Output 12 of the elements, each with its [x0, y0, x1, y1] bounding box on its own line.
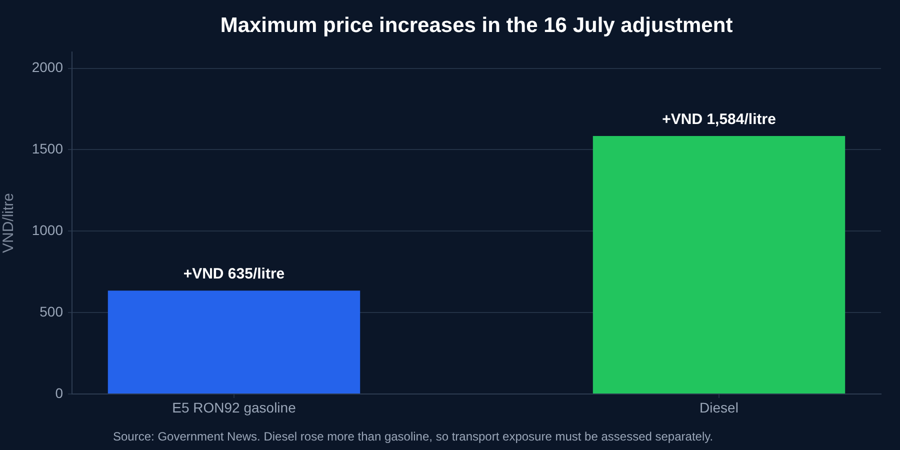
data-label: +VND 635/litre — [183, 266, 285, 283]
source-note: Source: Government News. Diesel rose more than gasoline, so transport exposure must be assessed separately. — [113, 429, 714, 444]
y-tick-label: 1500 — [32, 140, 64, 157]
y-tick-label: 1000 — [32, 222, 64, 238]
y-tick-label: 2000 — [32, 59, 64, 76]
y-axis-title: VND/litre — [0, 192, 18, 254]
y-tick-label: 0 — [55, 384, 64, 401]
data-label: +VND 1,584/litre — [662, 111, 776, 128]
x-tick-label: Diesel — [700, 399, 738, 416]
x-tick-label: E5 RON92 gasoline — [172, 399, 296, 416]
chart-title: Maximum price increases in the 16 July adjustment — [220, 14, 733, 37]
y-tick-label: 500 — [40, 303, 64, 320]
